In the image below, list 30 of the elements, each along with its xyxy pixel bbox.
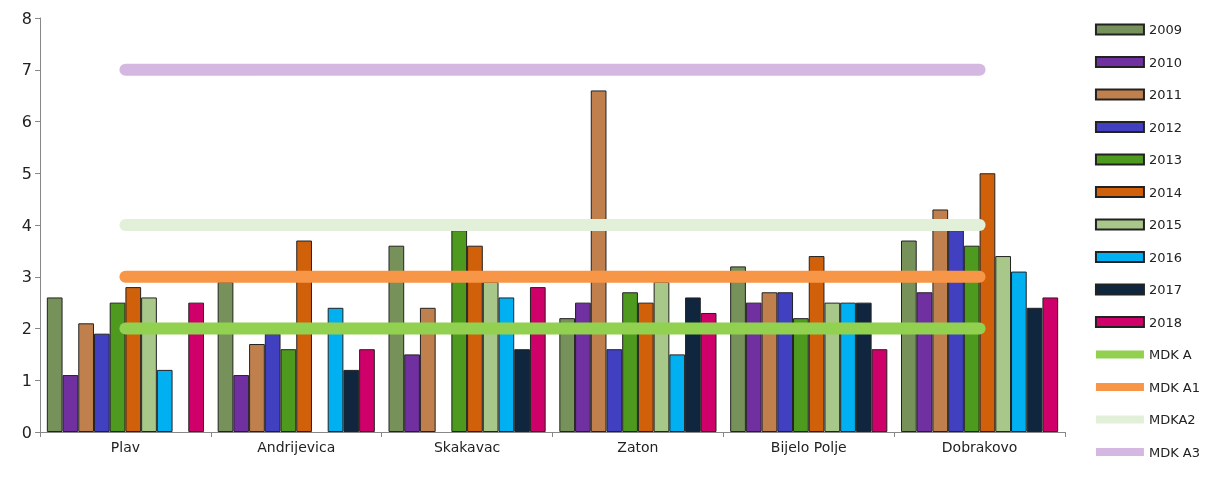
y-tick-label: 3 (21, 267, 32, 287)
x-tick-label: Skakavac (433, 439, 501, 455)
x-tick-label: Zaton (617, 439, 659, 455)
x-tick-label: Bijelo Polje (770, 439, 847, 455)
legend-label: 2017 (1148, 282, 1183, 297)
bar (188, 302, 204, 432)
y-tick-label: 4 (21, 215, 32, 235)
legend-label: 2015 (1148, 217, 1183, 232)
y-tick-label: 6 (21, 112, 32, 131)
x-tick-label: Plav (110, 439, 141, 455)
legend-label: 2011 (1148, 87, 1183, 102)
x-tick-label: Andrijevica (257, 439, 336, 455)
legend-label: MDKA2 (1148, 412, 1196, 427)
legend-label: MDK A3 (1148, 444, 1201, 460)
legend-label: MDK A (1148, 347, 1192, 362)
legend-label: 2014 (1148, 184, 1183, 200)
y-tick-label: 1 (21, 370, 32, 390)
legend-label: 2016 (1148, 249, 1183, 265)
y-tick-label: 2 (21, 319, 32, 338)
legend-label: 2012 (1148, 119, 1183, 135)
legend-label: 2013 (1148, 152, 1183, 167)
y-tick-label: 7 (21, 60, 32, 80)
legend-label: MDK A1 (1148, 379, 1201, 395)
y-tick-label: 8 (21, 8, 32, 28)
y-tick-label: 5 (21, 163, 32, 183)
y-tick-label: 0 (21, 422, 32, 442)
legend-label: 2018 (1148, 314, 1183, 330)
legend-label: 2010 (1148, 54, 1183, 70)
legend-label: 2009 (1148, 22, 1183, 37)
x-tick-label: Dobrakovo (941, 439, 1018, 455)
